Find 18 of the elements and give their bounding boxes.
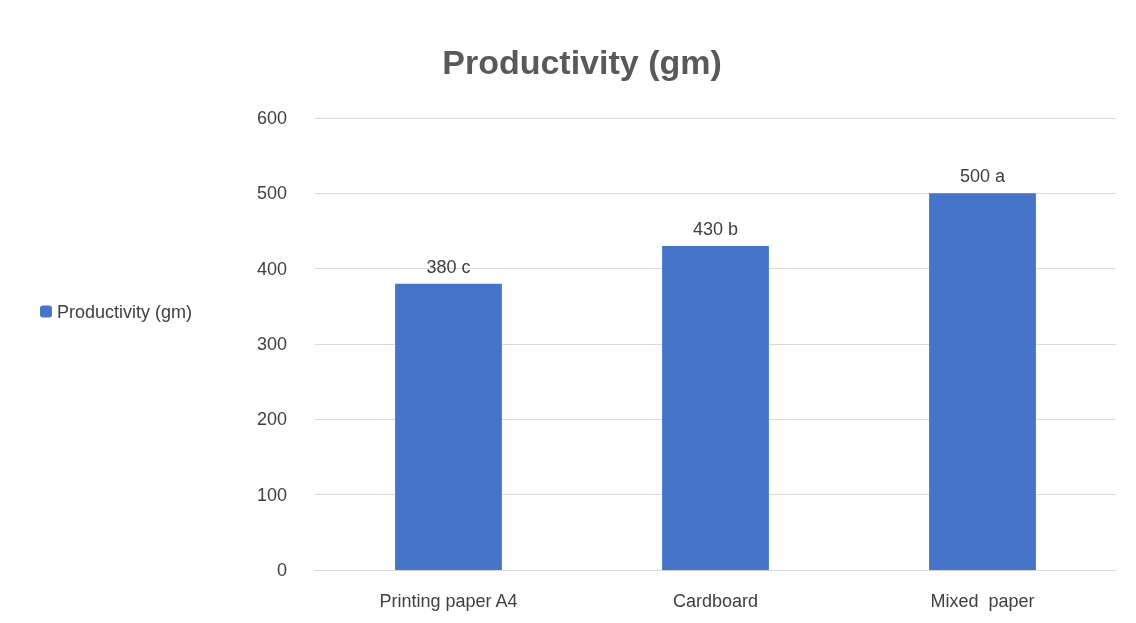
bar — [395, 283, 502, 570]
bar — [929, 193, 1036, 570]
data-label: 380 c — [426, 256, 471, 277]
y-tick-label: 600 — [256, 108, 287, 128]
x-tick-label: Mixed paper — [930, 591, 1035, 611]
y-tick-label: 100 — [256, 484, 287, 505]
y-tick-label: 0 — [276, 560, 287, 580]
y-tick-label: 200 — [256, 409, 287, 430]
y-tick-label: 500 — [256, 183, 287, 204]
x-tick-label: Printing paper A4 — [379, 591, 518, 611]
data-label: 430 b — [692, 219, 739, 240]
y-tick-label: 300 — [256, 334, 287, 354]
data-label: 500 a — [959, 166, 1007, 187]
chart-title: Productivity (gm) — [442, 43, 722, 81]
bar — [662, 246, 769, 570]
legend-label: Productivity (gm) — [57, 301, 193, 322]
y-tick-label: 400 — [256, 258, 287, 279]
x-tick-label: Cardboard — [672, 591, 759, 611]
